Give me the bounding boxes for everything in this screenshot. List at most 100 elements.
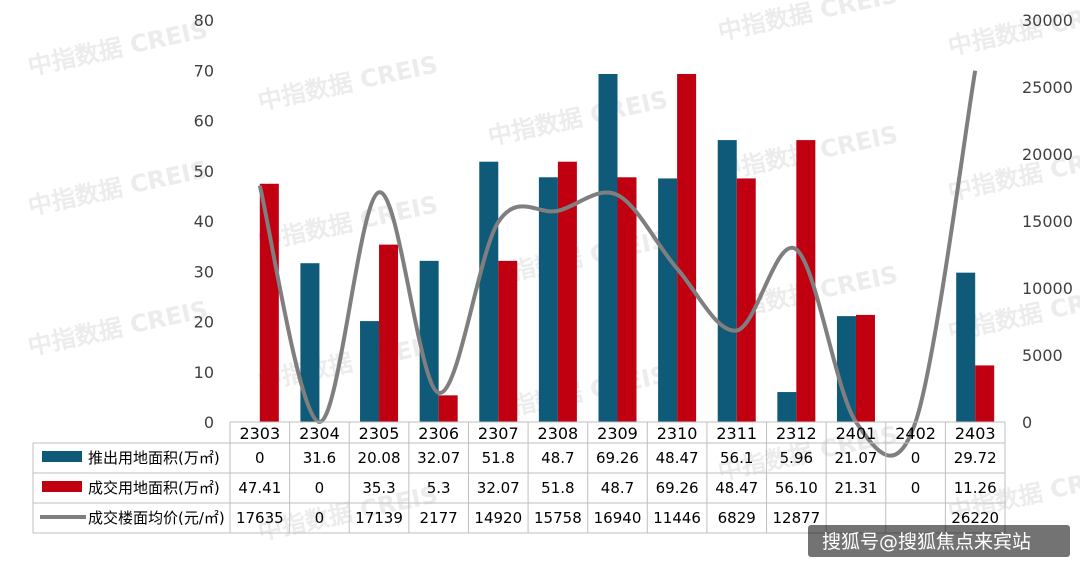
table-cell-value: 26220 [951,509,999,527]
table-cell-value: 35.3 [362,479,395,497]
x-tick-label: 2309 [597,424,638,443]
table-cell-value: 21.07 [834,449,877,467]
right-y-tick-label: 10000 [1022,279,1073,298]
right-y-tick-label: 5000 [1022,346,1063,365]
bar-supply [419,260,439,422]
table-cell-value: 51.8 [482,449,515,467]
table-cell-value: 32.07 [477,479,520,497]
table-cell-value: 0 [315,479,325,497]
bar-sold [498,260,518,422]
bar-sold [855,314,875,422]
table-cell-value: 16940 [594,509,642,527]
table-cell-value: 56.10 [775,479,818,497]
table-cell-value: 48.47 [715,479,758,497]
table-cell-value: 69.26 [596,449,639,467]
left-y-tick-label: 70 [194,61,214,80]
bars [259,73,995,422]
legend-label: 推出用地面积(万㎡) [88,449,220,467]
x-tick-label: 2307 [478,424,519,443]
table-cell-value: 14920 [474,509,522,527]
table-cell-value: 17139 [355,509,403,527]
bar-supply [360,321,380,422]
table-cell-value: 48.7 [601,479,634,497]
x-tick-label: 2305 [359,424,400,443]
bar-sold [438,395,458,422]
left-y-tick-label: 50 [194,162,214,181]
table-cell-value: 29.72 [954,449,997,467]
left-y-tick-label: 40 [194,212,214,231]
credit-bg [808,525,1070,557]
right-y-tick-label: 0 [1022,413,1032,432]
bar-sold [677,73,697,422]
bar-supply [300,263,320,422]
bar-supply [598,73,618,422]
table-cell-value: 32.07 [417,449,460,467]
left-y-tick-label: 80 [194,11,214,30]
table-cell-value: 48.47 [656,449,699,467]
x-tick-label: 2308 [538,424,579,443]
bar-sold [379,244,399,422]
x-tick-label: 2310 [657,424,698,443]
legend-swatch [42,451,82,462]
left-y-tick-label: 0 [204,413,214,432]
legend-label: 成交用地面积(万㎡) [88,479,220,497]
table-cell-value: 12877 [772,509,820,527]
table-cell-value: 0 [255,449,265,467]
bar-supply [836,316,856,422]
x-tick-label: 2303 [239,424,280,443]
bar-sold [259,183,279,422]
bar-supply [717,140,737,422]
right-y-tick-label: 20000 [1022,145,1073,164]
table-cell-value: 11446 [653,509,701,527]
x-tick-label: 2304 [299,424,340,443]
bar-supply [538,177,558,422]
x-tick-label: 2311 [716,424,757,443]
table-cell-value: 69.26 [656,479,699,497]
table-cell-value: 15758 [534,509,582,527]
table-cell-value: 47.41 [238,479,281,497]
left-y-tick-label: 60 [194,112,214,131]
legend-swatch [42,481,82,492]
table-cell-value: 0 [315,509,325,527]
table-cell-value: 20.08 [358,449,401,467]
table-cell-value: 21.31 [834,479,877,497]
left-y-tick-label: 30 [194,262,214,281]
table-cell-value: 11.26 [954,479,997,497]
table-cell-value: 6829 [718,509,756,527]
table-cell-value: 17635 [236,509,284,527]
data-table: 2303 2304 2305 2306 2307 2308 2309 2310 2311 2312… [32,421,1006,534]
right-y-axis: 0 5000 10000 15000 20000 25000 30000 [1022,11,1073,432]
table-cell-value: 48.7 [541,449,574,467]
left-y-tick-label: 20 [194,313,214,332]
table-cell-value: 2177 [420,509,458,527]
credit-text: 搜狐号@搜狐焦点来宾站 [822,531,1031,553]
right-y-tick-label: 30000 [1022,11,1073,30]
bar-sold [617,177,637,422]
table-cell-value: 5.96 [780,449,813,467]
table-cell-value: 0 [911,449,921,467]
table-cell-value: 51.8 [541,479,574,497]
table-cell-value: 5.3 [427,479,451,497]
x-tick-label: 2402 [895,424,936,443]
x-tick-label: 2312 [776,424,817,443]
x-tick-label: 2403 [955,424,996,443]
left-y-tick-label: 10 [194,363,214,382]
bar-sold [796,140,816,422]
x-tick-label: 2306 [418,424,459,443]
bar-sold [975,365,995,422]
bar-sold [557,161,577,422]
x-tick-label: 2401 [836,424,877,443]
right-y-tick-label: 25000 [1022,78,1073,97]
bar-supply [479,161,499,422]
left-y-axis: 0 10 20 30 40 50 60 70 80 [194,11,214,432]
bar-sold [736,178,756,422]
table-cell-value: 31.6 [303,449,336,467]
table-cell-value: 0 [911,479,921,497]
bar-supply [658,178,678,422]
bar-supply [777,392,797,422]
right-y-tick-label: 15000 [1022,212,1073,231]
bar-supply [956,272,976,422]
credit: 搜狐号@搜狐焦点来宾站 [808,525,1070,557]
table-cell-value: 56.1 [720,449,753,467]
